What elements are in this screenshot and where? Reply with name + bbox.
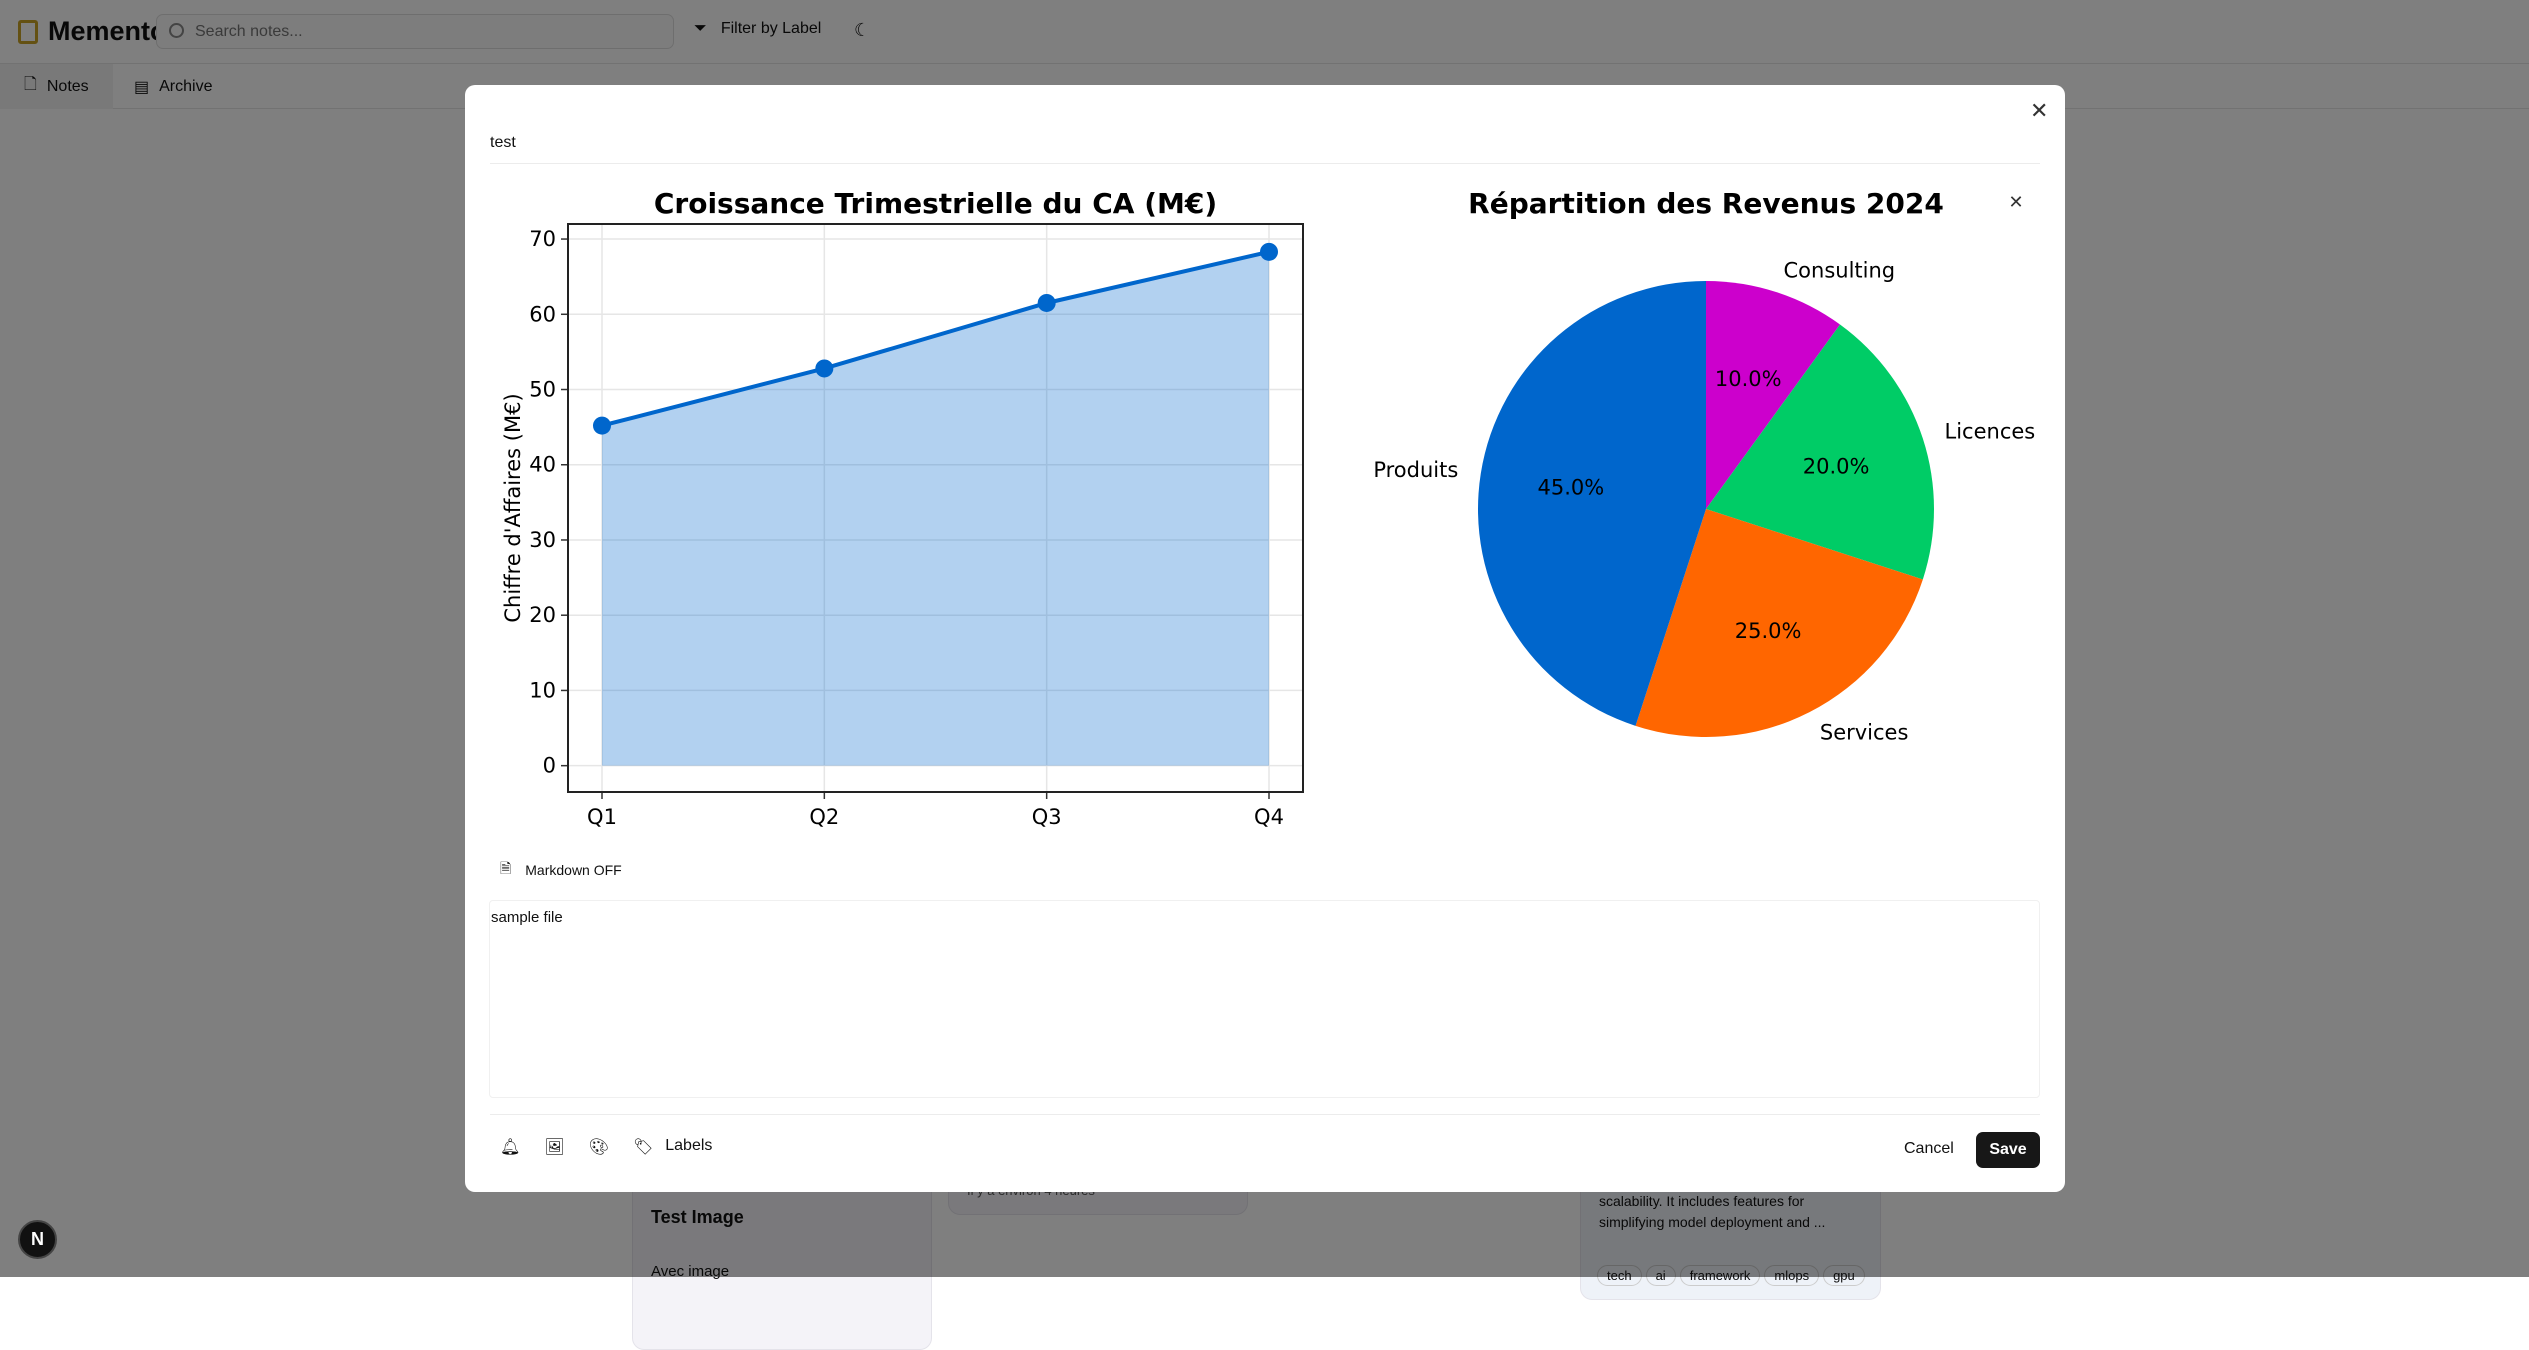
plot-area [568,224,1303,792]
data-point [1260,242,1278,261]
x-tick-label: Q1 [587,805,617,829]
y-tick-label: 20 [529,603,556,627]
slice-percent: 10.0% [1715,367,1782,391]
pie-chart: Consulting 10.0% Licences 20.0% Services 25.0… [1373,187,2035,744]
palette-icon[interactable]: 🎨︎ [588,1139,609,1156]
note-content: sample file [491,909,563,926]
chart-title: Croissance Trimestrielle du CA (M€) [654,187,1217,220]
bell-icon[interactable]: 🔔︎ [500,1139,521,1156]
document-icon: 🗎 [500,860,512,876]
pie-slice [1635,509,1923,738]
pie-slice [1478,281,1706,726]
y-tick-label: 40 [529,453,556,477]
data-point [593,416,611,435]
y-axis-label: Chiffre d'Affaires (M€) [501,393,525,622]
y-tick-label: 50 [529,378,556,402]
y-tick-label: 0 [543,754,556,778]
note-title-input[interactable]: test [490,134,516,151]
area-fill [602,251,1269,766]
slice-label: Licences [1945,419,2036,443]
cancel-button[interactable]: Cancel [1904,1140,1954,1157]
note-content-textarea[interactable]: sample file [489,900,2040,1098]
pie-slice [1706,324,1935,580]
charts: 0 10 20 30 40 50 60 70 Q1 Q2 Q3 Q4 Croissance Trimes… [501,187,2035,829]
y-tick-label: 60 [529,302,556,326]
pie-slice [1706,281,1841,509]
labels-label: Labels [665,1137,713,1154]
image-icon[interactable]: 🖼︎ [544,1139,565,1156]
slice-label: Consulting [1784,258,1896,282]
markdown-toggle[interactable]: 🗎 Markdown OFF [500,858,622,882]
slice-percent: 25.0% [1735,619,1802,643]
slice-percent: 45.0% [1538,476,1605,500]
series-line [601,249,1270,428]
tag-icon: 🏷︎ [632,1139,654,1156]
slice-label: Services [1820,720,1909,744]
divider [490,1114,2040,1115]
labels-button[interactable]: 🏷︎ Labels [633,1137,712,1157]
line-chart: 0 10 20 30 40 50 60 70 Q1 Q2 Q3 Q4 Croissance Trimes… [501,187,1304,829]
y-tick-label: 10 [529,678,556,702]
slice-label: Produits [1373,458,1458,482]
y-tick-label: 30 [529,528,556,552]
plot-frame [567,223,1304,793]
toolbar: 🔔︎ 🖼︎ 🎨︎ 🏷︎ Labels [500,1137,712,1157]
nextjs-dev-button[interactable]: N [18,1220,57,1259]
markdown-toggle-label: Markdown OFF [525,862,622,878]
slice-percent: 20.0% [1803,455,1870,479]
remove-image-icon[interactable]: ✕ [2008,192,2023,213]
x-tick-label: Q2 [809,805,839,829]
data-point [1037,293,1056,312]
x-tick-label: Q3 [1032,805,1062,829]
data-point [815,359,834,378]
save-button[interactable]: Save [1976,1132,2040,1168]
y-tick-label: 70 [529,227,556,251]
close-icon[interactable]: ✕ [2030,98,2049,123]
chart-title: Répartition des Revenus 2024 [1468,187,1944,220]
divider [490,163,2040,164]
x-tick-label: Q4 [1254,805,1284,829]
